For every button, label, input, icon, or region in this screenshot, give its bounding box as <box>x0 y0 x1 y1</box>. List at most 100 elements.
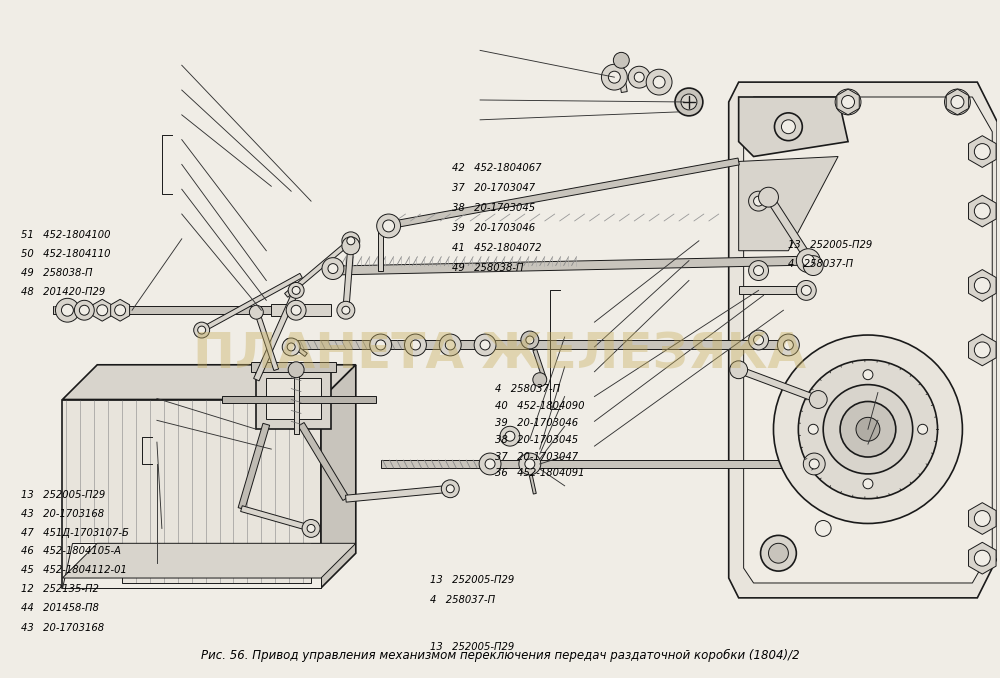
Polygon shape <box>62 399 321 588</box>
Text: 45   452-1804112-01: 45 452-1804112-01 <box>21 565 127 576</box>
Text: 43   20-1703168: 43 20-1703168 <box>21 508 104 519</box>
Circle shape <box>292 286 300 294</box>
Circle shape <box>302 519 320 538</box>
Circle shape <box>342 232 360 250</box>
Circle shape <box>774 113 802 140</box>
Polygon shape <box>200 273 302 332</box>
Circle shape <box>383 220 395 232</box>
Text: 38   20-1703045: 38 20-1703045 <box>495 435 578 445</box>
Circle shape <box>322 258 344 279</box>
Text: 4   258037-П: 4 258037-П <box>788 259 854 268</box>
Circle shape <box>823 384 913 474</box>
Circle shape <box>282 338 300 356</box>
Polygon shape <box>729 82 997 598</box>
Circle shape <box>521 331 539 349</box>
Circle shape <box>347 237 355 245</box>
Polygon shape <box>533 349 547 380</box>
Polygon shape <box>343 245 354 311</box>
Circle shape <box>342 237 360 255</box>
Circle shape <box>198 326 206 334</box>
Polygon shape <box>528 471 536 494</box>
Circle shape <box>115 305 126 316</box>
Polygon shape <box>969 334 996 365</box>
Polygon shape <box>385 158 739 229</box>
Circle shape <box>519 453 541 475</box>
Text: 42   452-1804067: 42 452-1804067 <box>452 163 542 172</box>
Polygon shape <box>321 365 356 588</box>
Text: 13   252005-П29: 13 252005-П29 <box>21 490 105 500</box>
Text: 39   20-1703046: 39 20-1703046 <box>495 418 578 428</box>
Text: 13   252005-П29: 13 252005-П29 <box>788 240 873 250</box>
Polygon shape <box>346 485 451 502</box>
Polygon shape <box>251 362 336 372</box>
Circle shape <box>749 191 769 211</box>
Circle shape <box>328 264 338 273</box>
Circle shape <box>286 300 306 320</box>
Circle shape <box>411 340 420 350</box>
Circle shape <box>974 511 990 526</box>
Circle shape <box>803 453 825 475</box>
Polygon shape <box>737 367 819 403</box>
Polygon shape <box>969 542 996 574</box>
Circle shape <box>809 391 827 408</box>
Circle shape <box>863 370 873 380</box>
Polygon shape <box>222 396 376 403</box>
Circle shape <box>445 340 455 350</box>
Polygon shape <box>616 62 627 92</box>
Circle shape <box>951 96 964 108</box>
Circle shape <box>500 426 520 446</box>
Circle shape <box>781 120 795 134</box>
Circle shape <box>441 480 459 498</box>
Text: 4   258037-П: 4 258037-П <box>430 595 496 605</box>
Polygon shape <box>241 506 312 532</box>
Circle shape <box>525 459 535 469</box>
Circle shape <box>809 459 819 469</box>
Text: 47   451Д-1703107-Б: 47 451Д-1703107-Б <box>21 527 129 538</box>
Circle shape <box>749 260 769 281</box>
Circle shape <box>754 196 764 206</box>
Text: 41   452-1804072: 41 452-1804072 <box>452 243 542 253</box>
Polygon shape <box>765 194 817 268</box>
Circle shape <box>840 401 896 457</box>
Circle shape <box>856 418 880 441</box>
Polygon shape <box>739 286 808 294</box>
Polygon shape <box>739 97 848 157</box>
Polygon shape <box>744 97 992 583</box>
Circle shape <box>808 424 818 434</box>
Polygon shape <box>52 306 311 314</box>
Text: 37   20-1703047: 37 20-1703047 <box>452 182 535 193</box>
Circle shape <box>194 322 210 338</box>
Circle shape <box>601 64 627 90</box>
Circle shape <box>526 336 534 344</box>
Text: Рис. 56. Привод управления механизмом переключения передач раздаточной коробки (: Рис. 56. Привод управления механизмом пе… <box>201 649 799 662</box>
Text: 40   452-1804090: 40 452-1804090 <box>495 401 585 412</box>
Polygon shape <box>837 89 859 115</box>
Circle shape <box>307 525 315 532</box>
Circle shape <box>97 305 108 316</box>
Circle shape <box>974 277 990 294</box>
Circle shape <box>796 281 816 300</box>
Circle shape <box>377 214 401 238</box>
Polygon shape <box>238 423 270 510</box>
Polygon shape <box>969 502 996 534</box>
Circle shape <box>974 551 990 566</box>
Polygon shape <box>331 256 808 275</box>
Text: 36   452-1804091: 36 452-1804091 <box>495 468 585 479</box>
Circle shape <box>945 89 970 115</box>
Circle shape <box>474 334 496 356</box>
Circle shape <box>439 334 461 356</box>
Circle shape <box>337 301 355 319</box>
Polygon shape <box>62 365 356 399</box>
Circle shape <box>653 76 665 88</box>
Circle shape <box>74 300 94 320</box>
Circle shape <box>291 305 301 315</box>
Polygon shape <box>111 299 130 321</box>
Circle shape <box>485 459 495 469</box>
Circle shape <box>773 335 962 523</box>
Circle shape <box>480 340 490 350</box>
Circle shape <box>761 536 796 571</box>
Polygon shape <box>93 299 112 321</box>
Text: ПЛАНЕТА ЖЕЛЕЗЯКА: ПЛАНЕТА ЖЕЛЕЗЯКА <box>193 331 807 379</box>
Polygon shape <box>381 460 818 468</box>
Polygon shape <box>266 378 321 419</box>
